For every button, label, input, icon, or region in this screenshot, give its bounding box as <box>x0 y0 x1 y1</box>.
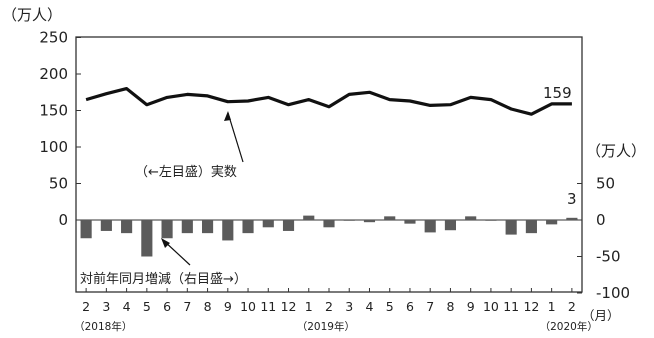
right-tick-label: -50 <box>596 248 621 266</box>
diff-bar <box>384 216 396 220</box>
x-tick-label: 11 <box>260 299 276 314</box>
total-line <box>85 86 572 116</box>
last-line-value-label: 159 <box>543 84 572 102</box>
x-tick-label: 4 <box>123 299 131 314</box>
x-tick-label: 1 <box>305 299 313 314</box>
line-series-label: （←左目盛）実数 <box>135 164 237 180</box>
diff-bar <box>444 220 457 231</box>
left-tick-label: 250 <box>39 29 68 47</box>
x-tick-label: 4 <box>366 299 374 314</box>
diff-bar <box>262 220 274 228</box>
diff-bar <box>161 220 173 239</box>
line-pointer-arrow <box>227 112 244 163</box>
left-tick-label: 150 <box>39 102 68 120</box>
diff-bar <box>100 220 112 231</box>
x-tick-label: 7 <box>183 299 191 314</box>
diff-bar <box>323 220 335 228</box>
x-tick-label: 6 <box>406 299 414 314</box>
line-pointer-arrowhead <box>224 111 231 121</box>
x-tick-label: 2 <box>325 299 333 314</box>
right-tick-label: 0 <box>596 211 606 229</box>
right-axis-unit: （万人） <box>586 142 646 160</box>
diff-bar <box>303 215 315 220</box>
x-tick-label: 1 <box>548 299 556 314</box>
diff-bar <box>282 220 295 231</box>
left-tick-label: 0 <box>58 211 68 229</box>
diff-bar <box>80 220 92 239</box>
diff-bar <box>546 220 558 225</box>
left-tick-label: 50 <box>49 175 68 193</box>
diff-bar <box>566 217 578 220</box>
x-tick-label: 6 <box>163 299 171 314</box>
diff-bar <box>363 220 376 223</box>
year-label: （2018年） <box>74 320 132 333</box>
bar-series-label: 対前年同月増減（右目盛→） <box>80 271 247 287</box>
diff-bar <box>141 220 153 257</box>
x-tick-label: 9 <box>467 299 475 314</box>
year-label: （2020年） <box>540 320 598 333</box>
diff-bar <box>201 220 214 234</box>
diff-bar <box>404 220 416 224</box>
x-tick-label: 3 <box>345 299 353 314</box>
x-axis-unit: （月） <box>582 308 620 323</box>
x-tick-label: 9 <box>224 299 232 314</box>
diff-bar <box>465 216 477 220</box>
diff-bar <box>485 220 497 221</box>
x-tick-label: 8 <box>446 299 454 314</box>
x-tick-label: 5 <box>143 299 151 314</box>
diff-bar <box>242 220 254 234</box>
diff-bar <box>181 220 193 234</box>
year-label: （2019年） <box>297 320 355 333</box>
x-tick-label: 2 <box>568 299 576 314</box>
x-tick-label: 10 <box>240 299 256 314</box>
x-tick-label: 8 <box>204 299 212 314</box>
x-tick-label: 10 <box>483 299 499 314</box>
x-tick-label: 7 <box>426 299 434 314</box>
diff-bar <box>222 220 234 241</box>
last-bar-value-label: 3 <box>567 190 577 208</box>
diff-bar <box>505 220 517 235</box>
diff-bar <box>343 220 355 221</box>
diff-bar <box>121 220 133 234</box>
left-tick-label: 100 <box>39 138 68 156</box>
x-tick-label: 11 <box>503 299 519 314</box>
x-tick-label: 2 <box>82 299 90 314</box>
right-tick-label: 50 <box>596 175 615 193</box>
bar-pointer-arrowhead <box>161 238 170 248</box>
left-tick-label: 200 <box>39 65 68 83</box>
diff-bar <box>424 220 436 233</box>
x-tick-label: 12 <box>523 299 539 314</box>
x-tick-label: 5 <box>386 299 394 314</box>
diff-bar <box>525 220 537 234</box>
left-axis-unit: （万人） <box>2 6 62 24</box>
x-tick-label: 3 <box>102 299 110 314</box>
right-tick-label: -100 <box>596 284 630 302</box>
x-tick-label: 12 <box>281 299 297 314</box>
